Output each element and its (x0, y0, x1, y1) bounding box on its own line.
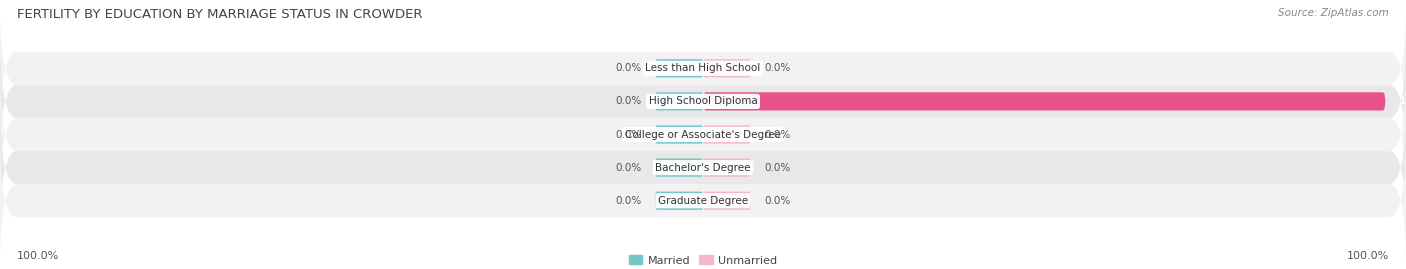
FancyBboxPatch shape (655, 192, 703, 210)
FancyBboxPatch shape (0, 134, 1406, 267)
Text: 0.0%: 0.0% (765, 162, 790, 173)
Text: 0.0%: 0.0% (616, 96, 641, 107)
Text: Less than High School: Less than High School (645, 63, 761, 73)
Text: FERTILITY BY EDUCATION BY MARRIAGE STATUS IN CROWDER: FERTILITY BY EDUCATION BY MARRIAGE STATU… (17, 8, 422, 21)
FancyBboxPatch shape (655, 125, 703, 144)
FancyBboxPatch shape (655, 92, 703, 111)
Text: Source: ZipAtlas.com: Source: ZipAtlas.com (1278, 8, 1389, 18)
FancyBboxPatch shape (0, 68, 1406, 201)
FancyBboxPatch shape (703, 59, 751, 77)
Text: High School Diploma: High School Diploma (648, 96, 758, 107)
FancyBboxPatch shape (703, 125, 751, 144)
Text: 0.0%: 0.0% (765, 129, 790, 140)
FancyBboxPatch shape (0, 101, 1406, 234)
Text: Graduate Degree: Graduate Degree (658, 196, 748, 206)
Text: Bachelor's Degree: Bachelor's Degree (655, 162, 751, 173)
Legend: Married, Unmarried: Married, Unmarried (624, 251, 782, 269)
Text: 0.0%: 0.0% (616, 129, 641, 140)
Text: 100.0%: 100.0% (1347, 251, 1389, 261)
Text: 100.0%: 100.0% (17, 251, 59, 261)
FancyBboxPatch shape (703, 192, 751, 210)
Text: College or Associate's Degree: College or Associate's Degree (626, 129, 780, 140)
FancyBboxPatch shape (0, 35, 1406, 168)
FancyBboxPatch shape (655, 158, 703, 177)
Text: 100.0%: 100.0% (1399, 96, 1406, 107)
Text: 0.0%: 0.0% (616, 196, 641, 206)
Text: 0.0%: 0.0% (616, 63, 641, 73)
Text: 0.0%: 0.0% (765, 63, 790, 73)
FancyBboxPatch shape (703, 158, 751, 177)
Text: 0.0%: 0.0% (765, 196, 790, 206)
FancyBboxPatch shape (703, 92, 1385, 111)
FancyBboxPatch shape (655, 59, 703, 77)
FancyBboxPatch shape (0, 2, 1406, 134)
Text: 0.0%: 0.0% (616, 162, 641, 173)
